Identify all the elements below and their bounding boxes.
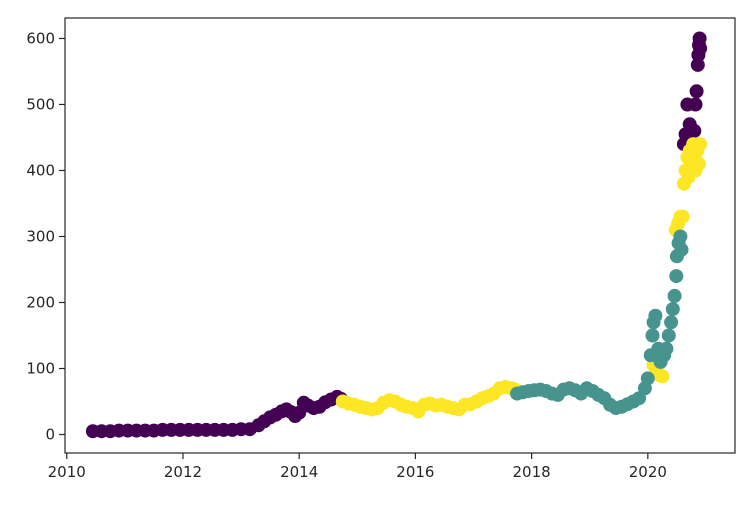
data-point	[675, 209, 690, 224]
data-point	[688, 97, 703, 112]
x-tick-label: 2010	[48, 463, 86, 481]
data-point	[655, 369, 670, 384]
plot-frame	[64, 17, 736, 454]
data-point	[648, 308, 663, 323]
data-point	[661, 328, 676, 343]
x-tick-label: 2018	[513, 463, 551, 481]
data-point	[673, 229, 688, 244]
data-point	[692, 156, 706, 171]
data-point	[667, 288, 682, 303]
y-tick-label: 400	[26, 161, 55, 179]
data-point	[690, 57, 705, 72]
x-tick-label: 2016	[396, 463, 434, 481]
scatter-points	[85, 31, 708, 439]
data-point	[689, 84, 704, 99]
data-point	[687, 123, 702, 138]
data-point	[693, 137, 708, 152]
x-tick-label: 2012	[164, 463, 202, 481]
data-point	[640, 371, 655, 386]
data-point	[664, 315, 679, 330]
y-tick-label: 500	[26, 95, 55, 113]
data-point	[692, 31, 707, 46]
x-axis: 2010 2012 2014 2016 2018 2020	[48, 453, 667, 481]
y-axis: 0 100 200 300 400 500 600	[26, 29, 65, 444]
data-point	[645, 328, 660, 343]
y-tick-label: 300	[26, 227, 55, 245]
data-point	[693, 41, 708, 56]
data-point	[659, 341, 674, 356]
data-point	[669, 269, 684, 284]
data-point	[674, 242, 689, 257]
y-tick-label: 200	[26, 293, 55, 311]
data-point	[665, 302, 680, 317]
y-tick-label: 600	[26, 29, 55, 47]
y-tick-label: 0	[45, 426, 55, 444]
x-tick-label: 2020	[629, 463, 667, 481]
x-tick-label: 2014	[280, 463, 318, 481]
y-tick-label: 100	[26, 360, 55, 378]
